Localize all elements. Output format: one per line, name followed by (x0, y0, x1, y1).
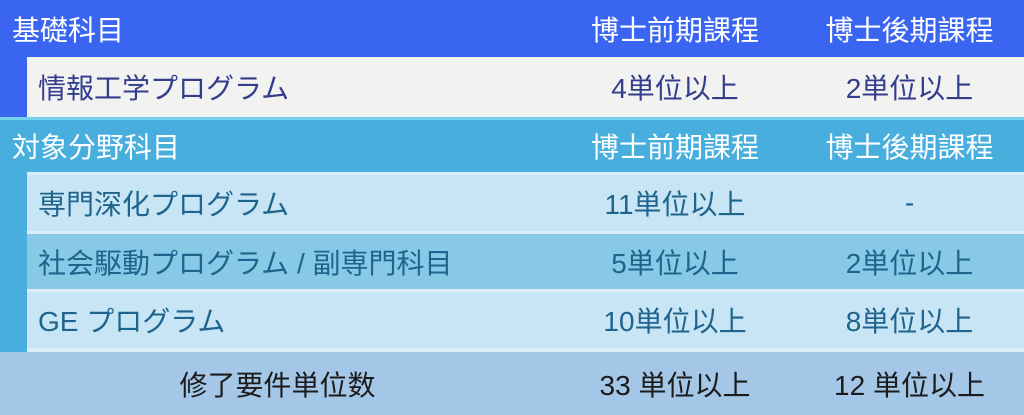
footer-value-masters: 33 単位以上 (599, 369, 751, 401)
table-row-specialization-program: 専門深化プログラム 11単位以上 - (27, 175, 1024, 231)
section-header-basic-subjects: 基礎科目 博士前期課程 博士後期課程 (0, 0, 1024, 57)
table-row-information-engineering: 情報工学プログラム 4単位以上 2単位以上 (27, 57, 1024, 117)
section-title: 対象分野科目 (12, 132, 181, 163)
table-row-wrapper: 情報工学プログラム 4単位以上 2単位以上 (0, 57, 1024, 117)
row-label: GE プログラム (38, 306, 226, 337)
row-label: 情報工学プログラム (38, 73, 290, 104)
table-row-ge-program: GE プログラム 10単位以上 8単位以上 (27, 292, 1024, 348)
footer-value-doctoral: 12 単位以上 (834, 369, 985, 401)
row-value-masters: 11単位以上 (604, 189, 746, 220)
row-value-doctoral: 8単位以上 (845, 306, 974, 337)
column-header-doctoral: 博士後期課程 (825, 132, 994, 163)
section-header-target-field-subjects: 対象分野科目 博士前期課程 博士後期課程 (0, 117, 1024, 172)
row-value-doctoral: - (904, 187, 915, 218)
section-title: 基礎科目 (12, 14, 125, 46)
row-label: 専門深化プログラム (38, 189, 290, 220)
row-value-masters: 4単位以上 (611, 73, 739, 104)
table-footer-completion-requirements: 修了要件単位数 33 単位以上 12 単位以上 (0, 352, 1024, 415)
section-body: 専門深化プログラム 11単位以上 - 社会駆動プログラム / 副専門科目 5単位… (0, 172, 1024, 352)
column-header-doctoral: 博士後期課程 (825, 14, 994, 46)
row-label: 社会駆動プログラム / 副専門科目 (38, 247, 453, 279)
column-header-masters: 博士前期課程 (590, 14, 759, 46)
row-value-doctoral: 2単位以上 (845, 247, 974, 279)
left-accent-strip (0, 172, 27, 352)
row-value-masters: 10単位以上 (603, 306, 747, 337)
section-rows: 専門深化プログラム 11単位以上 - 社会駆動プログラム / 副専門科目 5単位… (27, 172, 1024, 352)
column-header-masters: 博士前期課程 (590, 132, 759, 163)
row-value-masters: 5単位以上 (611, 247, 739, 279)
footer-label: 修了要件単位数 (179, 369, 376, 401)
row-value-doctoral: 2単位以上 (845, 73, 974, 104)
table-row-social-driven-program: 社会駆動プログラム / 副専門科目 5単位以上 2単位以上 (27, 234, 1024, 289)
